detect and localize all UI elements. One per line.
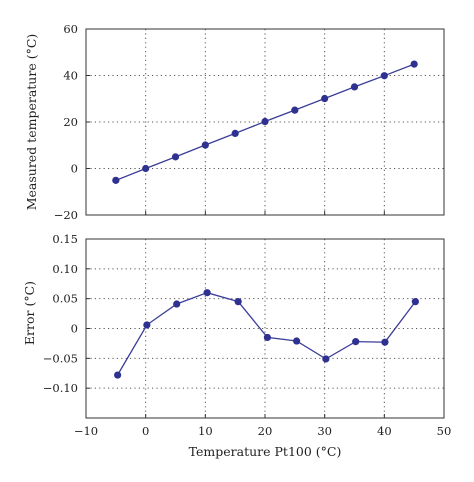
error-data-point [381, 338, 389, 346]
measured-y-tick-label: 20 [63, 115, 78, 129]
y-axis-label-error: Error (°C) [22, 281, 37, 345]
y-axis-label-measured-temperature: Measured temperature (°C) [24, 34, 39, 211]
error-x-tick-label: 50 [437, 424, 452, 438]
error-y-tick-label: −0.05 [43, 351, 78, 365]
error-series-line [117, 292, 416, 376]
measured-y-tick-label: 40 [63, 69, 78, 83]
measured-data-point [261, 117, 269, 126]
error-data-point [263, 333, 271, 342]
error-data-point [411, 298, 419, 306]
error-data-point [293, 337, 301, 345]
measured-y-tick-label: 0 [71, 162, 78, 176]
error-x-tick-label: 0 [142, 424, 149, 438]
measured-data-point [350, 83, 359, 91]
measured-data-point [291, 106, 299, 114]
measured-data-point [380, 72, 388, 80]
error-x-tick-label: 30 [317, 424, 332, 438]
error-data-point [234, 298, 242, 306]
x-axis-label-temperature-pt100: Temperature Pt100 (°C) [189, 444, 342, 459]
measured-data-point [321, 94, 329, 103]
error-x-tick-label: −10 [74, 424, 98, 438]
error-data-point [322, 355, 330, 363]
measured-data-point [410, 60, 418, 68]
error-x-tick-label: 20 [258, 424, 273, 438]
measured-y-tick-label: 60 [63, 22, 78, 36]
measured-data-point [142, 164, 150, 173]
error-y-tick-label: 0 [71, 322, 78, 336]
error-x-tick-label: 10 [198, 424, 213, 438]
error-x-tick-label: 40 [377, 424, 392, 438]
error-y-tick-label: 0.05 [52, 292, 78, 306]
error-data-point [203, 289, 211, 297]
measured-data-point [201, 141, 209, 149]
measured-data-point [171, 153, 180, 161]
error-y-tick-label: −0.10 [43, 381, 78, 395]
measured-data-point [112, 176, 120, 184]
measured-y-tick-label: −20 [54, 208, 78, 222]
error-data-point [143, 321, 151, 329]
measured-temperature-chart: −20 0 20 40 60 [54, 22, 445, 222]
error-y-tick-label: 0.15 [52, 232, 78, 246]
measured-data-point [231, 129, 239, 137]
error-y-tick-label: 0.10 [52, 262, 78, 276]
error-data-point [352, 338, 360, 346]
error-chart: −10 0 10 20 30 40 50 −0.10 −0.05 0 0.05 0.10 0.15 [43, 232, 452, 438]
error-data-point [114, 371, 122, 379]
error-data-point [173, 300, 181, 308]
